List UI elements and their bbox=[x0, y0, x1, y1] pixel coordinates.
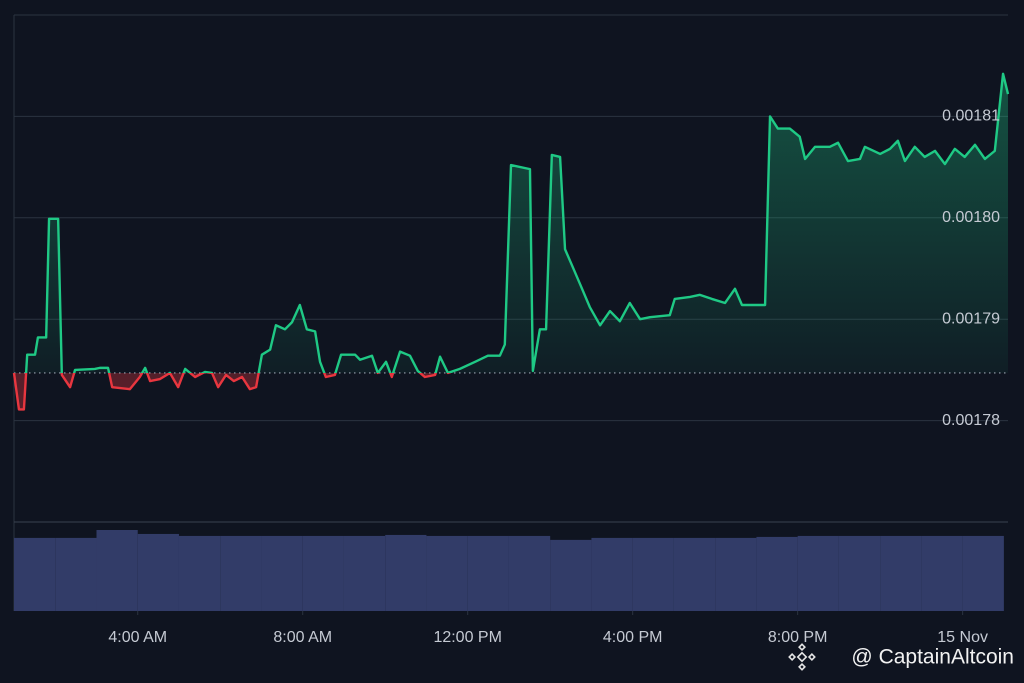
x-tick-label: 15 Nov bbox=[937, 629, 988, 646]
y-tick-label: 0.00178 bbox=[942, 412, 1000, 429]
area-up bbox=[14, 73, 1008, 373]
volume-bar bbox=[178, 535, 221, 611]
watermark-logo bbox=[788, 643, 816, 671]
volume-bar bbox=[220, 535, 262, 611]
volume-bar bbox=[632, 537, 674, 611]
volume-bar bbox=[673, 537, 716, 611]
volume-bar bbox=[426, 535, 468, 611]
volume-bar bbox=[838, 535, 881, 611]
watermark-text: @ CaptainAltcoin bbox=[851, 646, 1014, 669]
volume-bar bbox=[756, 536, 798, 611]
price-line-down bbox=[12, 372, 452, 411]
x-tick-label: 12:00 PM bbox=[433, 629, 501, 646]
volume-bar bbox=[137, 533, 179, 611]
volume-bar bbox=[591, 537, 633, 611]
volume-bar bbox=[550, 539, 592, 611]
volume-bar bbox=[797, 535, 839, 611]
volume-bar bbox=[385, 534, 427, 611]
y-tick-label: 0.00181 bbox=[942, 108, 1000, 125]
x-tick-label: 4:00 PM bbox=[603, 629, 663, 646]
volume-bar bbox=[508, 535, 551, 611]
plot bbox=[12, 72, 1010, 411]
axes: 0.00178 0.00179 0.00180 0.00181 4:00 AM 8:00 … bbox=[108, 108, 1000, 647]
volume-bar bbox=[880, 535, 922, 611]
volume-bar bbox=[261, 535, 303, 611]
watermark: @ CaptainAltcoin bbox=[788, 643, 1014, 671]
y-tick-label: 0.00180 bbox=[942, 209, 1000, 226]
x-tick-label: 8:00 PM bbox=[768, 629, 828, 646]
volume-bar bbox=[55, 537, 97, 611]
x-tick-label: 4:00 AM bbox=[108, 629, 167, 646]
volume-bar bbox=[715, 537, 757, 611]
volume-bar bbox=[962, 535, 1004, 611]
volume-bar bbox=[467, 535, 509, 611]
area-down bbox=[14, 372, 1008, 410]
y-tick-label: 0.00179 bbox=[942, 310, 1000, 327]
volume-bar bbox=[14, 537, 56, 611]
volume-bar bbox=[921, 535, 963, 611]
volume-bar bbox=[96, 530, 138, 611]
volume-bar bbox=[343, 535, 386, 611]
price-line-up bbox=[13, 72, 1010, 373]
volume-panel bbox=[14, 530, 1004, 611]
volume-bar bbox=[302, 535, 344, 611]
x-tick-label: 8:00 AM bbox=[273, 629, 332, 646]
